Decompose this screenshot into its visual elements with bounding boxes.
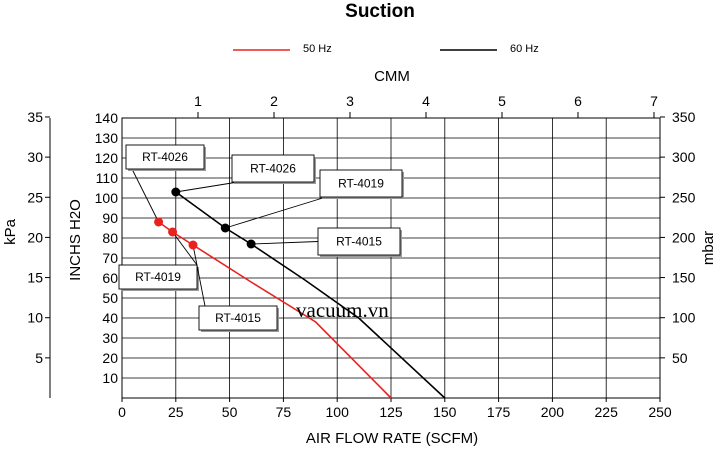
callout-label-60hz-rt-4019: RT-4019: [338, 177, 384, 191]
x-tick-label: 0: [118, 404, 126, 420]
y-tick-label: 70: [102, 250, 118, 266]
legend-label-50hz: 50 Hz: [303, 43, 332, 55]
callout-box-50hz-rt-4026: [125, 144, 205, 170]
callout-label-50hz-rt-4026: RT-4026: [142, 150, 188, 164]
mbar-tick-label: 50: [672, 350, 688, 366]
y-tick-label: 50: [102, 290, 118, 306]
mbar-tick-label: 200: [672, 229, 696, 245]
kpa-tick-label: 25: [27, 189, 43, 205]
mbar-tick-label: 300: [672, 149, 696, 165]
tick-labels: 0 25 50 75 100 125 150 175 200 225 250102030405060…: [27, 93, 695, 420]
callout-box-60hz-rt-4015: [317, 227, 401, 256]
x-tick-label: 150: [433, 404, 457, 420]
y-tick-label: 80: [102, 230, 118, 246]
mbar-tick-label: 100: [672, 310, 696, 326]
kpa-tick-label: 30: [27, 149, 43, 165]
point-60hz-rt-4026: [171, 187, 181, 197]
kpa-axis-label: kPa: [2, 218, 19, 245]
x-tick-label: 100: [326, 404, 350, 420]
mbar-tick-label: 250: [672, 189, 696, 205]
x-tick-label: 250: [648, 404, 672, 420]
legend-label-60hz: 60 Hz: [510, 43, 539, 55]
callout-label-50hz-rt-4015: RT-4015: [215, 311, 261, 325]
y-tick-label: 30: [102, 330, 118, 346]
cmm-tick-label: 2: [270, 93, 278, 109]
points: [154, 187, 256, 250]
mbar-tick-label: 150: [672, 270, 696, 286]
callout-leader-50hz-rt-4015: [192, 244, 206, 307]
callouts: RT-4026 RT-4019 RT-4015 RT-4026 RT-4019 RT-40…: [118, 144, 404, 332]
y-tick-label: 20: [102, 350, 118, 366]
point-50hz-rt-4026: [154, 217, 164, 227]
y-tick-label: 130: [95, 130, 119, 146]
callout-leader-50hz-rt-4019: [172, 231, 198, 266]
callout-leader-60hz-rt-4015: [251, 241, 319, 245]
legend: 50 Hz 60 Hz: [233, 43, 539, 55]
kpa-tick-label: 5: [35, 350, 43, 366]
callout-box-60hz-rt-4026: [231, 154, 315, 183]
x-tick-label: 225: [595, 404, 619, 420]
callout-leader-50hz-rt-4026: [131, 168, 159, 223]
chart-title: Suction: [345, 1, 415, 22]
cmm-tick-label: 1: [194, 93, 202, 109]
y-tick-label: 120: [95, 150, 119, 166]
callout-leader-60hz-rt-4019: [225, 196, 327, 229]
x-tick-label: 125: [379, 404, 403, 420]
y-tick-label: 140: [95, 110, 119, 126]
kpa-tick-label: 10: [27, 310, 43, 326]
x-tick-label: 50: [222, 404, 238, 420]
cmm-tick-label: 7: [650, 93, 658, 109]
series: [158, 191, 446, 399]
callout-label-50hz-rt-4019: RT-4019: [135, 270, 181, 284]
kpa-tick-label: 15: [27, 270, 43, 286]
point-50hz-rt-4015: [188, 240, 198, 250]
x-tick-label: 75: [276, 404, 292, 420]
series-line-60hz: [175, 191, 446, 399]
kpa-tick-label: 20: [27, 229, 43, 245]
y-tick-label: 100: [95, 190, 119, 206]
mbar-axis-label: mbar: [700, 231, 717, 265]
x-tick-label: 200: [541, 404, 565, 420]
callout-label-60hz-rt-4026: RT-4026: [250, 162, 296, 176]
cmm-tick-label: 4: [422, 93, 430, 109]
point-60hz-rt-4019: [220, 223, 230, 233]
callout-box-50hz-rt-4015: [198, 305, 278, 331]
kpa-tick-label: 35: [27, 109, 43, 125]
watermark: vacuum.vn: [296, 298, 389, 322]
y-tick-label: 60: [102, 270, 118, 286]
top-axis-label: CMM: [374, 68, 410, 85]
x-axis-label: AIR FLOW RATE (SCFM): [306, 430, 478, 447]
x-tick-label: 175: [487, 404, 511, 420]
point-60hz-rt-4015: [246, 239, 256, 249]
y-tick-label: 10: [102, 370, 118, 386]
callout-box-60hz-rt-4019: [319, 169, 403, 198]
y-tick-label: 40: [102, 310, 118, 326]
y-tick-label: 110: [96, 170, 119, 186]
callout-leader-60hz-rt-4026: [175, 181, 239, 193]
cmm-tick-label: 6: [574, 93, 582, 109]
y-tick-label: 90: [102, 210, 118, 226]
x-tick-label: 25: [168, 404, 184, 420]
callout-box-50hz-rt-4019: [118, 264, 198, 290]
cmm-tick-label: 5: [498, 93, 506, 109]
mbar-tick-label: 350: [672, 109, 696, 125]
callout-label-60hz-rt-4015: RT-4015: [336, 235, 382, 249]
point-50hz-rt-4019: [168, 227, 178, 237]
inches-axis-label: INCHS H2O: [67, 199, 84, 281]
grid: [122, 118, 660, 398]
cmm-tick-label: 3: [346, 93, 354, 109]
